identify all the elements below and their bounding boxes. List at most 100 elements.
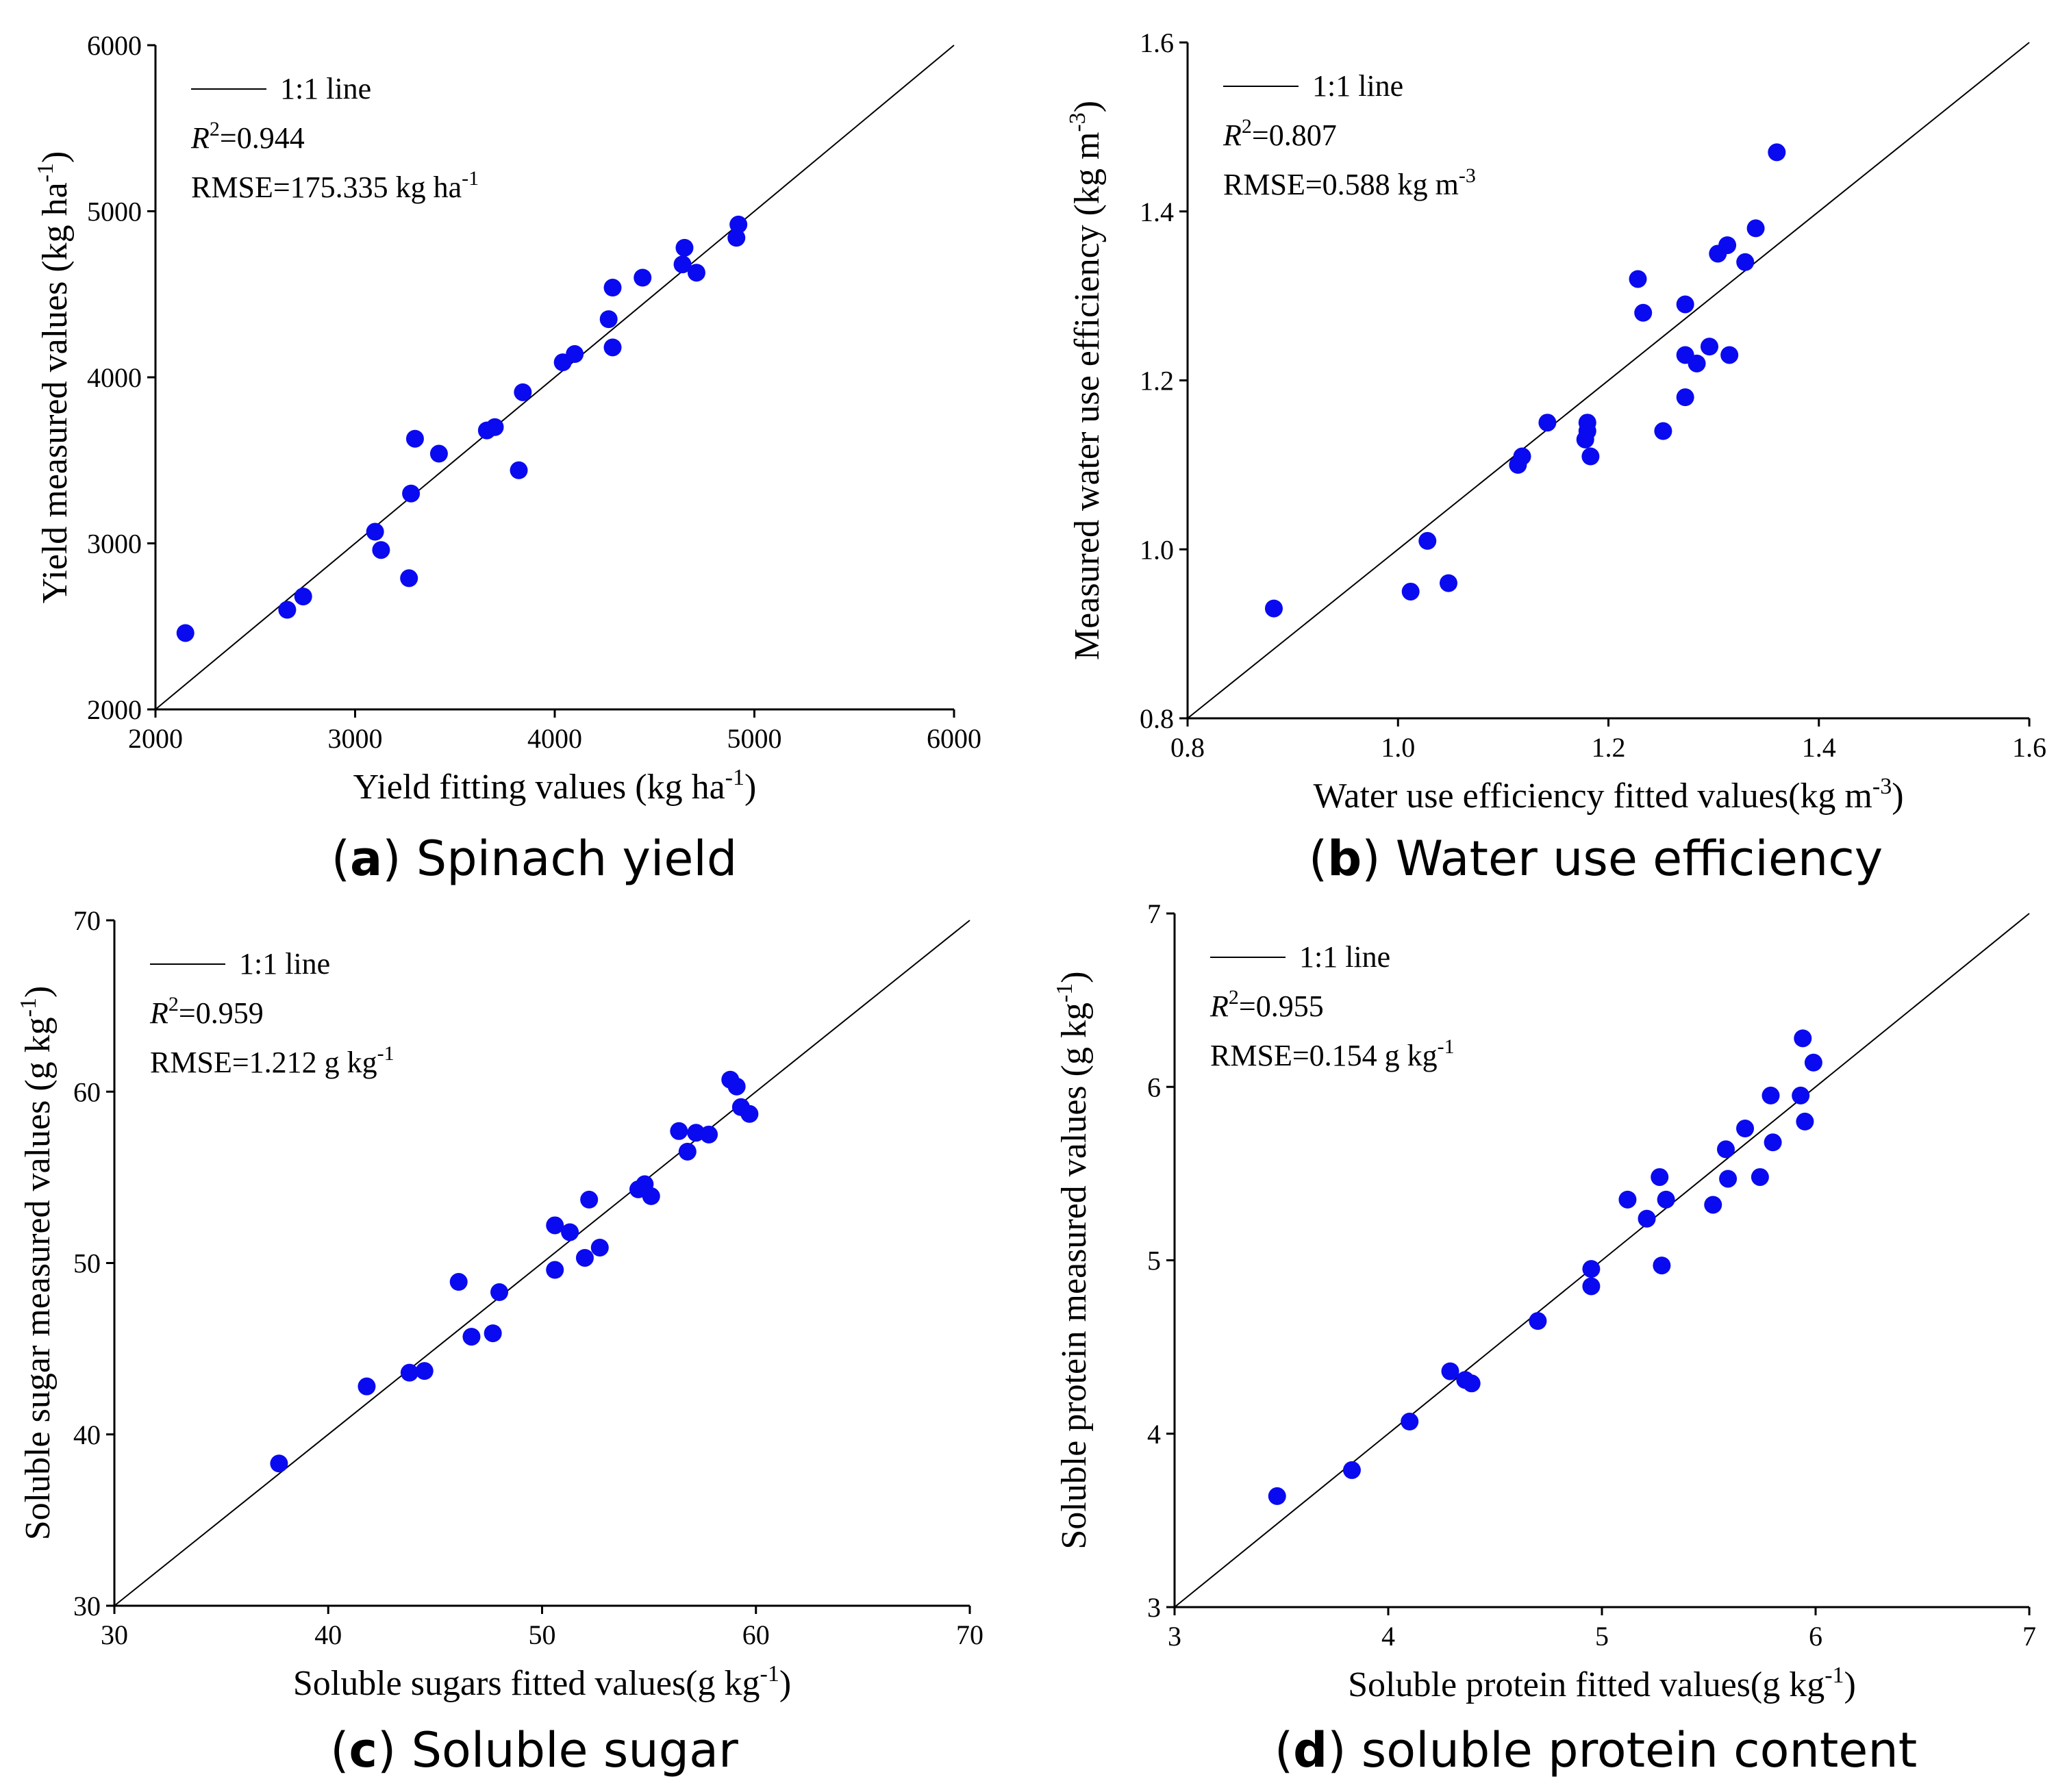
data-point	[1688, 354, 1706, 373]
x-tick-label: 40	[314, 1619, 342, 1650]
legend-r2: R2=0.807	[1223, 115, 1337, 152]
data-point	[580, 1190, 599, 1209]
data-point	[700, 1125, 718, 1144]
y-tick-label: 60	[73, 1076, 101, 1107]
data-point	[1629, 270, 1647, 288]
data-point	[590, 1238, 609, 1257]
data-point	[449, 1273, 468, 1291]
x-tick-label: 50	[529, 1619, 556, 1650]
data-point	[294, 588, 312, 606]
legend-rmse: RMSE=175.335 kg ha-1	[191, 167, 479, 204]
data-point	[1736, 1120, 1755, 1138]
one-to-one-line	[114, 920, 970, 1606]
x-axis-label: Soluble sugars fitted values(g kg-1)	[293, 1661, 791, 1703]
data-point	[1651, 1168, 1669, 1186]
legend-rmse: RMSE=0.588 kg m-3	[1223, 164, 1476, 201]
y-tick-label: 4	[1147, 1419, 1161, 1450]
data-point	[1736, 253, 1755, 271]
data-point	[678, 1142, 697, 1161]
data-point	[1513, 447, 1531, 466]
x-tick-label: 2000	[128, 723, 183, 754]
y-tick-label: 50	[73, 1248, 101, 1279]
x-axis-label: Soluble protein fitted values(g kg-1)	[1348, 1663, 1856, 1704]
data-point	[1654, 422, 1672, 440]
data-point	[1638, 1209, 1656, 1228]
data-point	[366, 522, 384, 541]
x-tick-label: 30	[101, 1619, 128, 1650]
data-point	[1418, 531, 1437, 550]
panel-a: 2000 3000 4000 5000 6000 2000 3000 4000 5000 6000…	[33, 30, 981, 887]
y-axis-label: Measured water use efficiency (kg m-3)	[1065, 101, 1107, 660]
x-tick-label: 5000	[727, 723, 782, 754]
x-tick-label: 60	[742, 1619, 770, 1650]
data-point	[1401, 582, 1420, 601]
data-point	[400, 569, 418, 588]
data-point	[1700, 338, 1718, 356]
panel-d: 3 4 5 6 7 3 4 5 6 7 1:1 line R2=0.955 RMSE=0.154 g k…	[1052, 898, 2036, 1778]
data-point	[1618, 1190, 1637, 1209]
y-tick-label: 0.8	[1140, 703, 1174, 734]
data-point	[278, 601, 297, 619]
data-point	[546, 1216, 564, 1235]
data-point	[1582, 1260, 1601, 1278]
y-axis-label: Soluble protein measured values (g kg-1)	[1052, 971, 1094, 1549]
legend-line-label: 1:1 line	[280, 72, 371, 105]
data-point	[1538, 414, 1557, 432]
y-tick-label: 30	[73, 1591, 101, 1621]
legend-line-label: 1:1 line	[239, 947, 330, 981]
data-point	[1746, 219, 1765, 238]
data-point	[486, 418, 504, 436]
data-point	[1704, 1196, 1722, 1214]
panel-caption: (b) Water use efficiency	[1309, 831, 1883, 887]
legend-rmse: RMSE=1.212 g kg-1	[150, 1042, 394, 1079]
data-point	[546, 1261, 564, 1279]
x-tick-label: 1.0	[1381, 732, 1415, 763]
x-tick-label: 6000	[927, 723, 981, 754]
data-point	[687, 264, 705, 282]
x-tick-label: 6	[1809, 1621, 1822, 1652]
data-point	[1581, 447, 1600, 466]
legend-r2: R2=0.955	[1209, 986, 1324, 1023]
data-point	[1720, 346, 1739, 364]
data-point	[429, 444, 448, 463]
y-axis-label: Soluble sugar measured values (g kg-1)	[16, 986, 58, 1541]
y-tick-label: 5	[1147, 1246, 1161, 1276]
data-point	[400, 1363, 418, 1382]
data-point	[1529, 1312, 1547, 1330]
y-tick-label: 1.4	[1140, 197, 1174, 227]
data-point	[462, 1328, 481, 1346]
y-tick-label: 1.6	[1140, 27, 1174, 58]
data-point	[1264, 599, 1283, 618]
y-tick-label: 6	[1147, 1072, 1161, 1102]
data-point	[727, 1077, 746, 1096]
data-point	[1804, 1053, 1822, 1072]
data-point	[599, 310, 618, 329]
one-to-one-line	[1187, 42, 2030, 719]
y-tick-label: 3	[1147, 1592, 1161, 1623]
data-point	[1751, 1168, 1769, 1186]
data-point	[1582, 1277, 1601, 1296]
data-point	[484, 1324, 502, 1343]
data-point	[510, 461, 528, 479]
panel-caption: (d) soluble protein content	[1275, 1722, 1917, 1778]
data-point	[1653, 1257, 1671, 1275]
data-point	[1268, 1487, 1286, 1505]
data-point	[740, 1105, 759, 1123]
data-point	[1719, 1170, 1738, 1188]
x-axis-label: Water use efficiency fitted values(kg m-…	[1313, 774, 1903, 816]
x-tick-label: 1.6	[2012, 732, 2046, 763]
y-tick-label: 70	[73, 905, 101, 936]
data-point	[603, 338, 622, 357]
data-point	[1764, 1133, 1782, 1152]
one-to-one-line	[1174, 913, 2030, 1608]
y-tick-label: 1.2	[1140, 366, 1174, 396]
data-point	[1439, 574, 1457, 592]
data-point	[1718, 236, 1737, 255]
data-point	[1762, 1086, 1780, 1105]
legend-r2: R2=0.959	[149, 993, 264, 1030]
y-tick-label: 4000	[87, 362, 142, 393]
data-point	[1792, 1086, 1810, 1105]
x-tick-label: 1.2	[1592, 732, 1626, 763]
